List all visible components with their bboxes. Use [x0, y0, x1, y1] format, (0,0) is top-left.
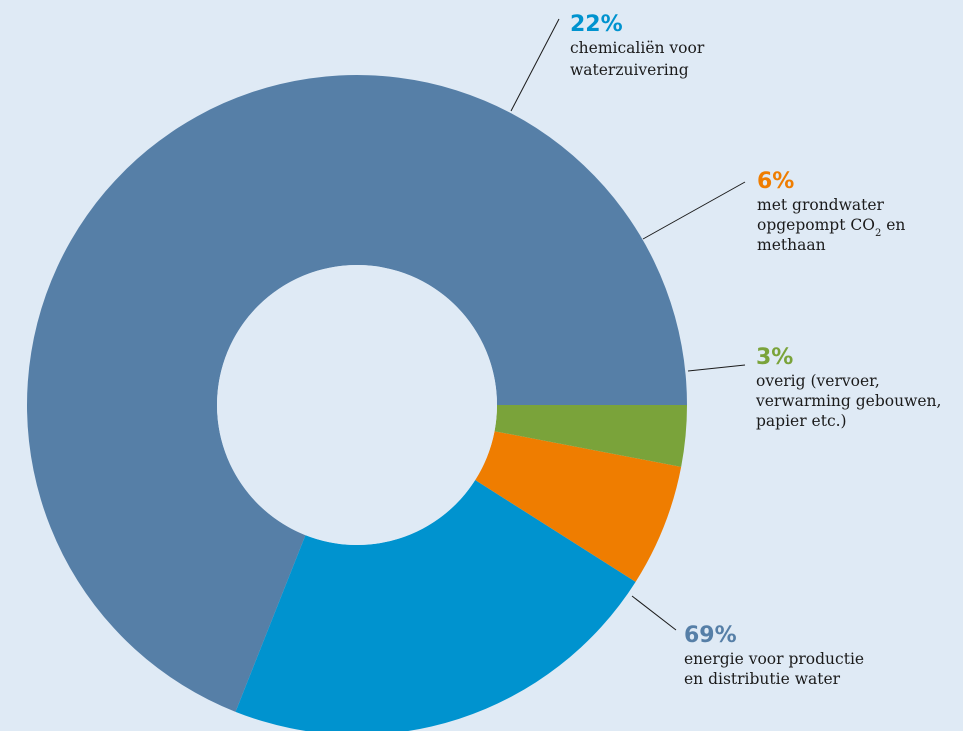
- category-label: papier etc.): [756, 412, 847, 430]
- percent-label: 6%: [757, 169, 794, 194]
- category-label: chemicaliën voor: [570, 39, 705, 57]
- category-label: en distributie water: [684, 670, 841, 688]
- leader-line: [642, 181, 746, 240]
- percent-label: 22%: [570, 12, 623, 37]
- category-label: opgepompt CO2 en: [757, 216, 905, 239]
- category-label: met grondwater: [757, 196, 885, 214]
- donut-hole: [217, 265, 497, 545]
- percent-label: 3%: [756, 345, 793, 370]
- slice-69-percent: [26, 74, 687, 712]
- category-label: waterzuivering: [570, 61, 689, 79]
- leader-line: [631, 595, 677, 631]
- slice-6-percent: [475, 431, 682, 582]
- category-label: energie voor productie: [684, 650, 864, 668]
- category-label: methaan: [757, 236, 826, 254]
- category-label: verwarming gebouwen,: [755, 392, 941, 410]
- leader-line: [510, 18, 560, 112]
- slice-3-percent: [494, 405, 687, 467]
- slice-22-percent: [235, 480, 636, 731]
- leader-line: [687, 364, 746, 372]
- category-label: overig (vervoer,: [756, 372, 880, 390]
- percent-label: 69%: [684, 623, 737, 648]
